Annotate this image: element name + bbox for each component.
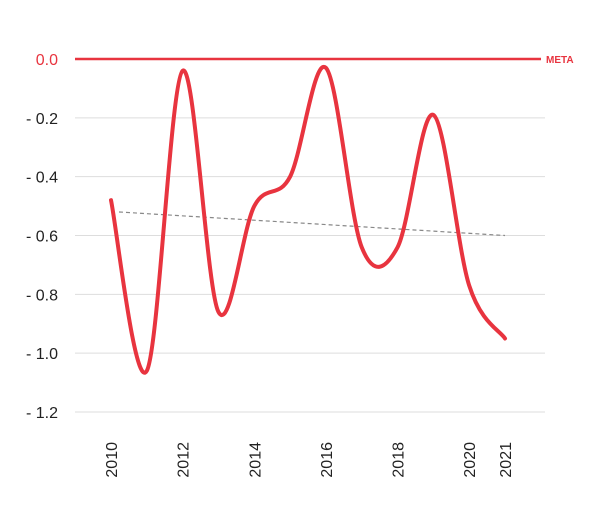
x-tick-label: 2018 [391, 442, 408, 478]
x-tick-label: 2012 [176, 442, 193, 478]
grid-lines [75, 117, 545, 413]
x-tick-label: 2020 [462, 442, 479, 478]
series-line [109, 65, 507, 375]
y-tick-label: - 0.8 [26, 287, 58, 304]
y-tick-label: - 0.6 [26, 229, 58, 246]
trend-line [118, 211, 506, 237]
x-tick-label: 2021 [498, 442, 515, 478]
y-tick-label: - 1.2 [26, 405, 58, 422]
x-axis-tick-labels: 2010 2012 2014 2016 2018 2020 2021 [104, 442, 515, 478]
y-tick-label: - 1.0 [26, 346, 58, 363]
y-tick-label: 0.0 [36, 52, 58, 69]
y-tick-label: - 0.4 [26, 170, 58, 187]
x-tick-label: 2010 [104, 442, 121, 478]
meta-label: META [546, 55, 574, 66]
x-tick-label: 2016 [319, 442, 336, 478]
y-axis-tick-labels: 0.0 - 0.2 - 0.4 - 0.6 - 0.8 - 1.0 - 1.2 [26, 52, 58, 422]
x-tick-label: 2014 [247, 442, 264, 478]
y-tick-label: - 0.2 [26, 111, 58, 128]
